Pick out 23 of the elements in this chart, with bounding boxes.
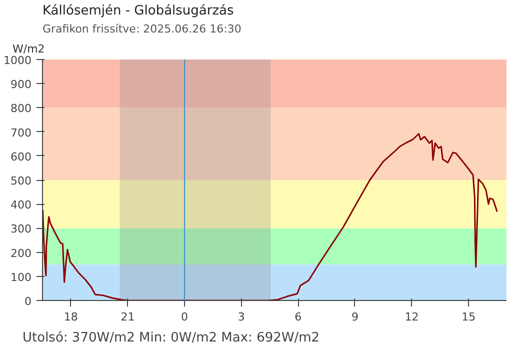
y-tick-label: 700 — [10, 126, 32, 140]
y-tick-label: 200 — [10, 246, 32, 260]
y-tick-label: 600 — [10, 150, 32, 164]
x-tick-label: 18 — [64, 310, 78, 324]
x-tick-label: 21 — [120, 310, 135, 324]
text: Utolsó: 370W/m2 Min: 0W/m2 Max: 692W/m2 — [22, 330, 320, 346]
x-tick-label: 15 — [462, 310, 476, 324]
y-tick-label: 0 — [24, 295, 32, 308]
y-tick-label: 800 — [10, 102, 32, 116]
y-tick-label: 400 — [10, 198, 32, 212]
y-tick-label: 900 — [10, 78, 32, 92]
y-tick-label: 1000 — [4, 54, 32, 67]
y-axis-title: W/m2 — [12, 42, 45, 56]
y-tick-label: 300 — [10, 222, 32, 236]
y-tick-label: 100 — [10, 270, 32, 284]
x-tick-label: 12 — [404, 310, 419, 324]
x-tick-label: 9 — [351, 310, 358, 324]
chart-subtitle: Grafikon frissítve: 2025.06.26 16:30 — [42, 22, 242, 36]
chart-title: Kállósemjén - Globálsugárzás — [42, 4, 234, 18]
x-tick-label: 0 — [181, 310, 188, 324]
x-tick-label: 3 — [238, 310, 245, 324]
y-tick-label: 500 — [10, 174, 32, 188]
x-tick-label: 6 — [294, 310, 302, 324]
